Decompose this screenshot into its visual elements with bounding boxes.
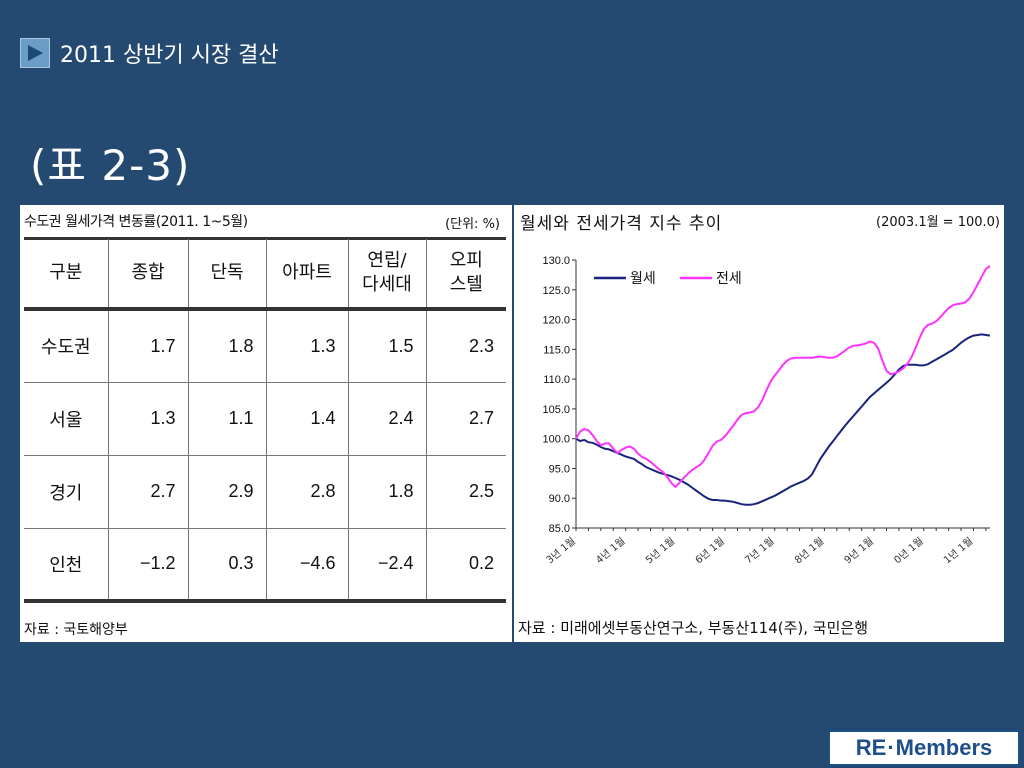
slide-title: (표 2-3) [30, 141, 191, 190]
series-line-monthly-rent [575, 333, 991, 506]
rent-change-table-panel: 수도권 월세가격 변동률(2011. 1~5월) (단위: %) 구분 종합 단… [20, 205, 512, 642]
index-chart-panel: 월세와 전세가격 지수 추이 (2003.1월 = 100.0) 130.0 12… [514, 205, 1004, 642]
x-tick-label: 9년 1월 [842, 535, 876, 566]
table-cell: 1.7 [107, 309, 188, 382]
table-cell: 2.4 [347, 382, 426, 455]
x-tick-label: 6년 1월 [693, 535, 727, 566]
header-cell: 종합 [107, 239, 188, 311]
x-tick-label: 8년 1월 [792, 535, 826, 566]
y-tick-label: 130.0 [542, 255, 570, 267]
y-tick-label: 90.0 [549, 493, 570, 505]
x-tick-label: 4년 1월 [594, 535, 628, 566]
chart-source: 자료 : 미래에셋부동산연구소, 부동산114(주), 국민은행 [518, 619, 868, 637]
table-caption: 수도권 월세가격 변동률(2011. 1~5월) [24, 214, 248, 230]
row-label: 수도권 [40, 337, 91, 359]
table-header-row: 구분 종합 단독 아파트 연립/다세대 오피 스텔 [24, 239, 506, 311]
table-row: 수도권 1.7 1.8 1.3 1.5 2.3 [24, 309, 506, 382]
rent-change-table: 구분 종합 단독 아파트 연립/다세대 오피 스텔 수도권 1.7 1.8 1.3… [24, 239, 506, 603]
chart-base-note: (2003.1월 = 100.0) [876, 215, 1000, 230]
y-tick-label: 110.0 [543, 374, 570, 386]
table-cell: −1.2 [107, 528, 188, 601]
row-label: 인천 [49, 554, 83, 576]
table-cell: 1.3 [107, 382, 188, 455]
table-unit: (단위: %) [445, 217, 500, 232]
table-top-rule [24, 237, 506, 240]
logo-dot: · [887, 735, 895, 760]
y-tick-label: 105.0 [542, 404, 570, 416]
logo-right: Members [895, 735, 993, 760]
header-title: 2011 상반기 시장 결산 [60, 43, 279, 68]
header-cell: 아파트 [265, 239, 348, 311]
chart-title: 월세와 전세가격 지수 추이 [520, 214, 723, 234]
table-cell: 1.4 [265, 382, 348, 455]
logo-left: RE [855, 735, 887, 760]
table-cell: 2.9 [187, 455, 266, 528]
table-source: 자료 : 국토해양부 [24, 622, 128, 638]
table-row: 경기 2.7 2.9 2.8 1.8 2.5 [24, 455, 506, 528]
table-cell: 1.1 [187, 382, 266, 455]
header-cell: 구분 [24, 239, 108, 311]
play-icon [20, 38, 50, 68]
table-cell: 2.8 [265, 455, 348, 528]
y-tick-label: 95.0 [549, 463, 570, 475]
x-tick-label: 3년 1월 [544, 535, 578, 566]
table-cell: 0.3 [187, 528, 266, 601]
slide-header: 2011 상반기 시장 결산 [20, 36, 279, 70]
x-tick-label: 7년 1월 [743, 535, 777, 566]
header-cell: 단독 [187, 239, 266, 311]
table-cell: 1.8 [347, 455, 426, 528]
table-cell: 1.5 [347, 309, 426, 382]
re-members-logo: RE · Members [828, 730, 1020, 766]
table-cell: 2.7 [107, 455, 188, 528]
table-cell: 2.3 [425, 309, 506, 382]
line-chart: 130.0 125.0 120.0 115.0 110.0 105.0 100.0 95.0 9… [542, 255, 991, 566]
y-tick-label: 85.0 [549, 523, 570, 535]
header-cell: 연립/다세대 [347, 239, 426, 311]
legend-label: 월세 [630, 271, 656, 287]
table-cell: −4.6 [265, 528, 348, 601]
x-tick-label: 1년 1월 [941, 535, 975, 566]
table-cell: 1.8 [187, 309, 266, 382]
table-cell: −2.4 [347, 528, 426, 601]
legend-label: 전세 [716, 271, 742, 287]
y-tick-label: 115.0 [543, 344, 570, 356]
table-cell: 2.7 [425, 382, 506, 455]
row-label: 서울 [49, 409, 83, 431]
header-cell: 오피 스텔 [425, 239, 506, 311]
y-tick-label: 100.0 [542, 434, 570, 446]
y-tick-label: 120.0 [542, 315, 570, 327]
series-line-jeonse [575, 265, 991, 489]
table-cell: 1.3 [265, 309, 348, 382]
x-tick-label: 0년 1월 [892, 535, 926, 566]
table-cell: 2.5 [425, 455, 506, 528]
y-tick-label: 125.0 [542, 285, 570, 297]
x-tick-label: 5년 1월 [643, 535, 677, 566]
row-label: 경기 [49, 482, 83, 504]
table-row: 서울 1.3 1.1 1.4 2.4 2.7 [24, 382, 506, 455]
table-cell: 0.2 [425, 528, 506, 601]
table-row: 인천 −1.2 0.3 −4.6 −2.4 0.2 [24, 528, 506, 601]
